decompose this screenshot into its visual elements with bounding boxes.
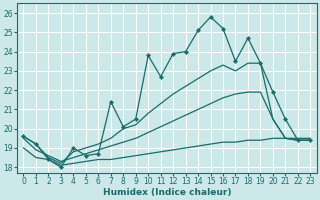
X-axis label: Humidex (Indice chaleur): Humidex (Indice chaleur) <box>103 188 231 197</box>
